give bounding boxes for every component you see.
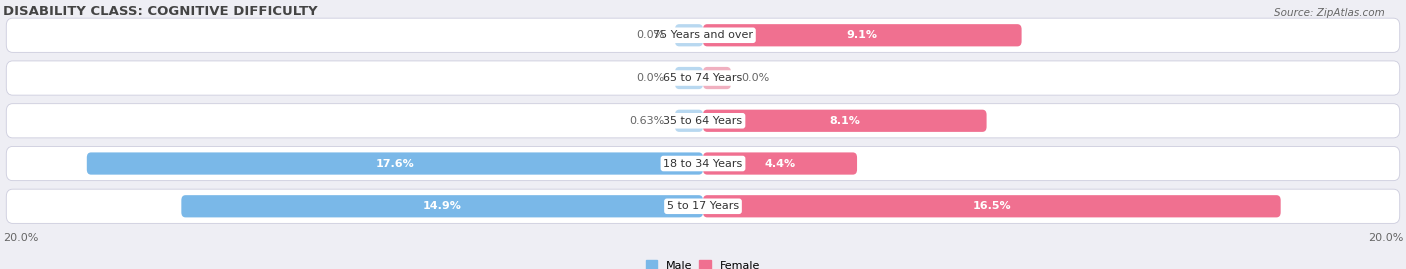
Text: 8.1%: 8.1% (830, 116, 860, 126)
FancyBboxPatch shape (703, 110, 987, 132)
Text: DISABILITY CLASS: COGNITIVE DIFFICULTY: DISABILITY CLASS: COGNITIVE DIFFICULTY (3, 5, 318, 18)
FancyBboxPatch shape (181, 195, 703, 217)
FancyBboxPatch shape (87, 153, 703, 175)
Text: 0.0%: 0.0% (741, 73, 769, 83)
Legend: Male, Female: Male, Female (647, 260, 759, 269)
Text: 20.0%: 20.0% (3, 233, 38, 243)
FancyBboxPatch shape (703, 67, 731, 89)
Text: 65 to 74 Years: 65 to 74 Years (664, 73, 742, 83)
FancyBboxPatch shape (703, 195, 1281, 217)
Text: 20.0%: 20.0% (1368, 233, 1403, 243)
FancyBboxPatch shape (6, 146, 1400, 180)
Text: 35 to 64 Years: 35 to 64 Years (664, 116, 742, 126)
FancyBboxPatch shape (6, 61, 1400, 95)
Text: 17.6%: 17.6% (375, 158, 415, 168)
Text: 16.5%: 16.5% (973, 201, 1011, 211)
Text: 75 Years and over: 75 Years and over (652, 30, 754, 40)
Text: 18 to 34 Years: 18 to 34 Years (664, 158, 742, 168)
FancyBboxPatch shape (703, 153, 858, 175)
Text: 5 to 17 Years: 5 to 17 Years (666, 201, 740, 211)
Text: 0.63%: 0.63% (630, 116, 665, 126)
FancyBboxPatch shape (675, 24, 703, 46)
Text: 0.0%: 0.0% (637, 73, 665, 83)
FancyBboxPatch shape (6, 189, 1400, 223)
FancyBboxPatch shape (6, 104, 1400, 138)
Text: 14.9%: 14.9% (423, 201, 461, 211)
FancyBboxPatch shape (6, 18, 1400, 52)
Text: Source: ZipAtlas.com: Source: ZipAtlas.com (1274, 8, 1385, 18)
Text: 4.4%: 4.4% (765, 158, 796, 168)
FancyBboxPatch shape (703, 24, 1022, 46)
Text: 9.1%: 9.1% (846, 30, 877, 40)
FancyBboxPatch shape (675, 110, 703, 132)
FancyBboxPatch shape (675, 67, 703, 89)
Text: 0.0%: 0.0% (637, 30, 665, 40)
